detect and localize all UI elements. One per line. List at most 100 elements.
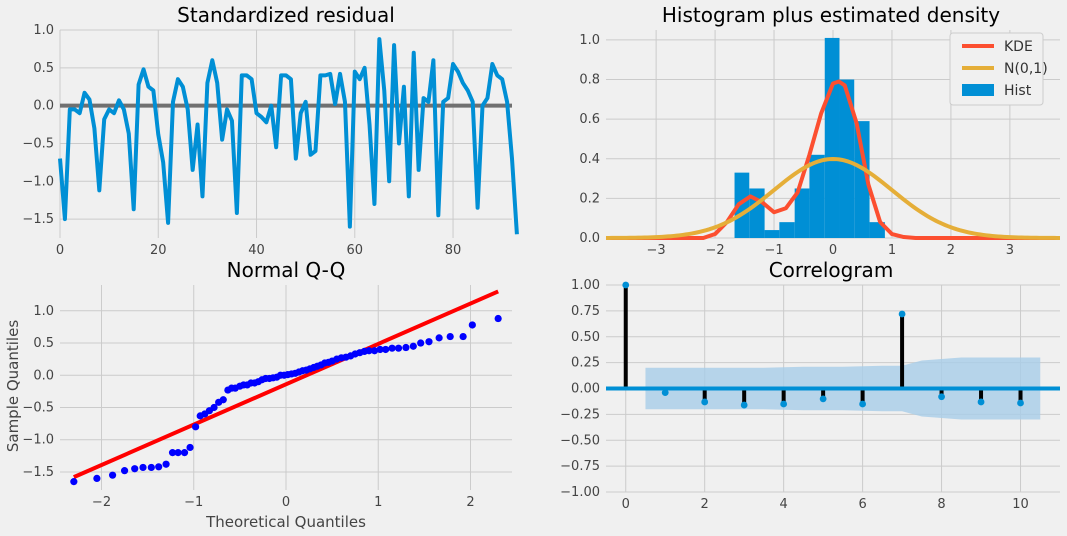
legend-hist-label: Hist bbox=[1004, 83, 1032, 99]
qq-xlabel: Theoretical Quantiles bbox=[205, 513, 366, 531]
histogram-panel: −3 −2 −1 0 1 2 3 0.0 0.2 0.4 0.6 0.8 1.0 Histogram p… bbox=[579, 3, 1061, 258]
corr-xtick-label: 2 bbox=[701, 497, 709, 512]
corr-xtick-label: 10 bbox=[1012, 497, 1029, 512]
qq-ytick-label: −0.5 bbox=[22, 400, 54, 415]
qq-point bbox=[155, 463, 163, 471]
qq-point bbox=[468, 321, 476, 329]
correlogram-title: Correlogram bbox=[769, 258, 894, 282]
hist-bar bbox=[869, 222, 885, 238]
acf-marker bbox=[977, 398, 985, 406]
legend-kde-label: KDE bbox=[1004, 39, 1033, 55]
acf-marker bbox=[701, 398, 709, 406]
qq-ytick-label: 1.0 bbox=[33, 304, 54, 319]
qq-point bbox=[376, 345, 384, 354]
qq-point bbox=[147, 463, 155, 472]
histogram-legend: KDE N(0,1) Hist bbox=[949, 32, 1048, 106]
hist-bar bbox=[824, 37, 840, 238]
corr-ytick-label: 0.25 bbox=[571, 356, 600, 371]
residual-ytick-label: 0.5 bbox=[33, 61, 54, 76]
qq-point bbox=[162, 460, 170, 468]
corr-xtick-label: 0 bbox=[622, 497, 630, 512]
qq-point bbox=[494, 314, 502, 323]
hist-ytick-label: 0.6 bbox=[579, 112, 600, 127]
qq-point bbox=[365, 347, 373, 355]
qq-point bbox=[382, 345, 390, 354]
qq-point bbox=[180, 449, 189, 457]
qq-ytick-label: 0.0 bbox=[33, 368, 54, 383]
hist-bar bbox=[854, 121, 870, 238]
qq-point bbox=[409, 342, 417, 350]
qq-xtick-label: −1 bbox=[184, 495, 203, 510]
kde-line bbox=[606, 79, 1060, 240]
qq-point bbox=[174, 449, 182, 457]
hist-ytick-label: 0.8 bbox=[579, 73, 600, 88]
residual-title: Standardized residual bbox=[177, 3, 395, 27]
qq-point bbox=[168, 449, 177, 457]
hist-bar bbox=[734, 172, 750, 238]
corr-xtick-label: 8 bbox=[937, 497, 945, 512]
qq-xtick-label: 0 bbox=[282, 495, 290, 510]
legend-normal-label: N(0,1) bbox=[1004, 61, 1048, 77]
acf-marker bbox=[1017, 399, 1024, 407]
qq-ytick-label: −1.5 bbox=[22, 465, 54, 480]
hist-xtick-label: −2 bbox=[705, 243, 724, 258]
qq-xtick-label: 2 bbox=[466, 495, 474, 510]
qq-panel: −2 −1 0 1 21.00.50.0−0.5−1.0−1.5 Normal Q-Q … bbox=[4, 258, 512, 531]
corr-ytick-label: 0.50 bbox=[571, 330, 600, 345]
corr-ytick-label: 0.00 bbox=[571, 382, 600, 397]
qq-ytick-label: 0.5 bbox=[33, 336, 54, 351]
normal-density-line bbox=[605, 156, 1061, 240]
residual-ytick-label: 0.0 bbox=[33, 99, 54, 114]
qq-point bbox=[120, 467, 129, 475]
residual-panel: 0 20 40 60 80 1.0 0.5 0.0 −0.5 −1.0 −1.5 Standardi… bbox=[22, 3, 519, 258]
residual-series-line bbox=[58, 37, 519, 235]
qq-point bbox=[70, 478, 78, 486]
residual-xtick-label: 20 bbox=[150, 243, 167, 258]
corr-ytick-label: −0.25 bbox=[560, 407, 600, 422]
histogram-title: Histogram plus estimated density bbox=[662, 3, 1000, 27]
acf-marker bbox=[661, 389, 669, 397]
residual-xtick-label: 40 bbox=[248, 243, 265, 258]
hist-xtick-label: 1 bbox=[888, 243, 896, 258]
qq-point bbox=[210, 403, 218, 412]
hist-xtick-label: −1 bbox=[764, 243, 783, 258]
qq-point bbox=[219, 396, 227, 404]
acf-marker bbox=[622, 281, 630, 289]
acf-marker bbox=[740, 401, 748, 409]
qq-point bbox=[370, 347, 379, 355]
acf-marker bbox=[859, 400, 867, 408]
qq-point bbox=[425, 338, 433, 346]
qq-point bbox=[131, 465, 139, 473]
qq-point bbox=[417, 339, 425, 347]
residual-ytick-label: 1.0 bbox=[33, 23, 54, 38]
qq-point bbox=[108, 471, 117, 479]
qq-reference-line bbox=[73, 289, 499, 479]
hist-ytick-label: 0.0 bbox=[579, 231, 600, 246]
corr-xtick-label: 4 bbox=[780, 497, 788, 512]
hist-xtick-label: 3 bbox=[1006, 243, 1014, 258]
acf-marker bbox=[898, 310, 906, 318]
qq-point bbox=[139, 463, 147, 472]
qq-point bbox=[192, 423, 200, 431]
residual-xtick-label: 60 bbox=[347, 243, 364, 258]
residual-ytick-label: −1.0 bbox=[22, 174, 54, 189]
acf-marker bbox=[938, 393, 945, 401]
hist-bar bbox=[839, 79, 855, 239]
qq-point bbox=[388, 344, 396, 352]
qq-point bbox=[394, 344, 403, 352]
qq-point bbox=[459, 332, 467, 341]
corr-ytick-label: 1.00 bbox=[571, 278, 600, 293]
correlogram-panel: 0 2 4 6 8 10 1.00 0.75 0.50 0.25 0.00 −0.25 −0.50 −0.… bbox=[560, 258, 1060, 512]
legend-hist-swatch bbox=[962, 84, 994, 96]
qq-xtick-label: 1 bbox=[374, 495, 382, 510]
hist-bar bbox=[794, 188, 810, 238]
qq-point bbox=[435, 334, 443, 342]
qq-point bbox=[402, 343, 410, 352]
qq-ylabel: Sample Quantiles bbox=[4, 320, 22, 452]
qq-point bbox=[93, 474, 101, 482]
qq-xtick-label: −2 bbox=[92, 495, 111, 510]
hist-xtick-label: −3 bbox=[647, 243, 666, 258]
corr-ytick-label: −0.50 bbox=[560, 433, 600, 448]
acf-marker bbox=[780, 400, 788, 408]
